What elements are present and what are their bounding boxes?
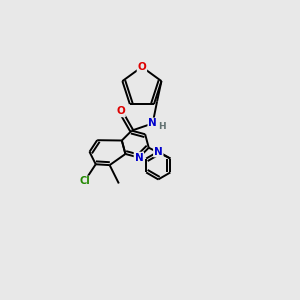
- Text: N: N: [134, 153, 143, 163]
- Text: Cl: Cl: [79, 176, 90, 186]
- Text: O: O: [116, 106, 125, 116]
- Text: N: N: [148, 118, 157, 128]
- Text: H: H: [158, 122, 166, 131]
- Text: O: O: [137, 62, 146, 72]
- Text: N: N: [154, 146, 163, 157]
